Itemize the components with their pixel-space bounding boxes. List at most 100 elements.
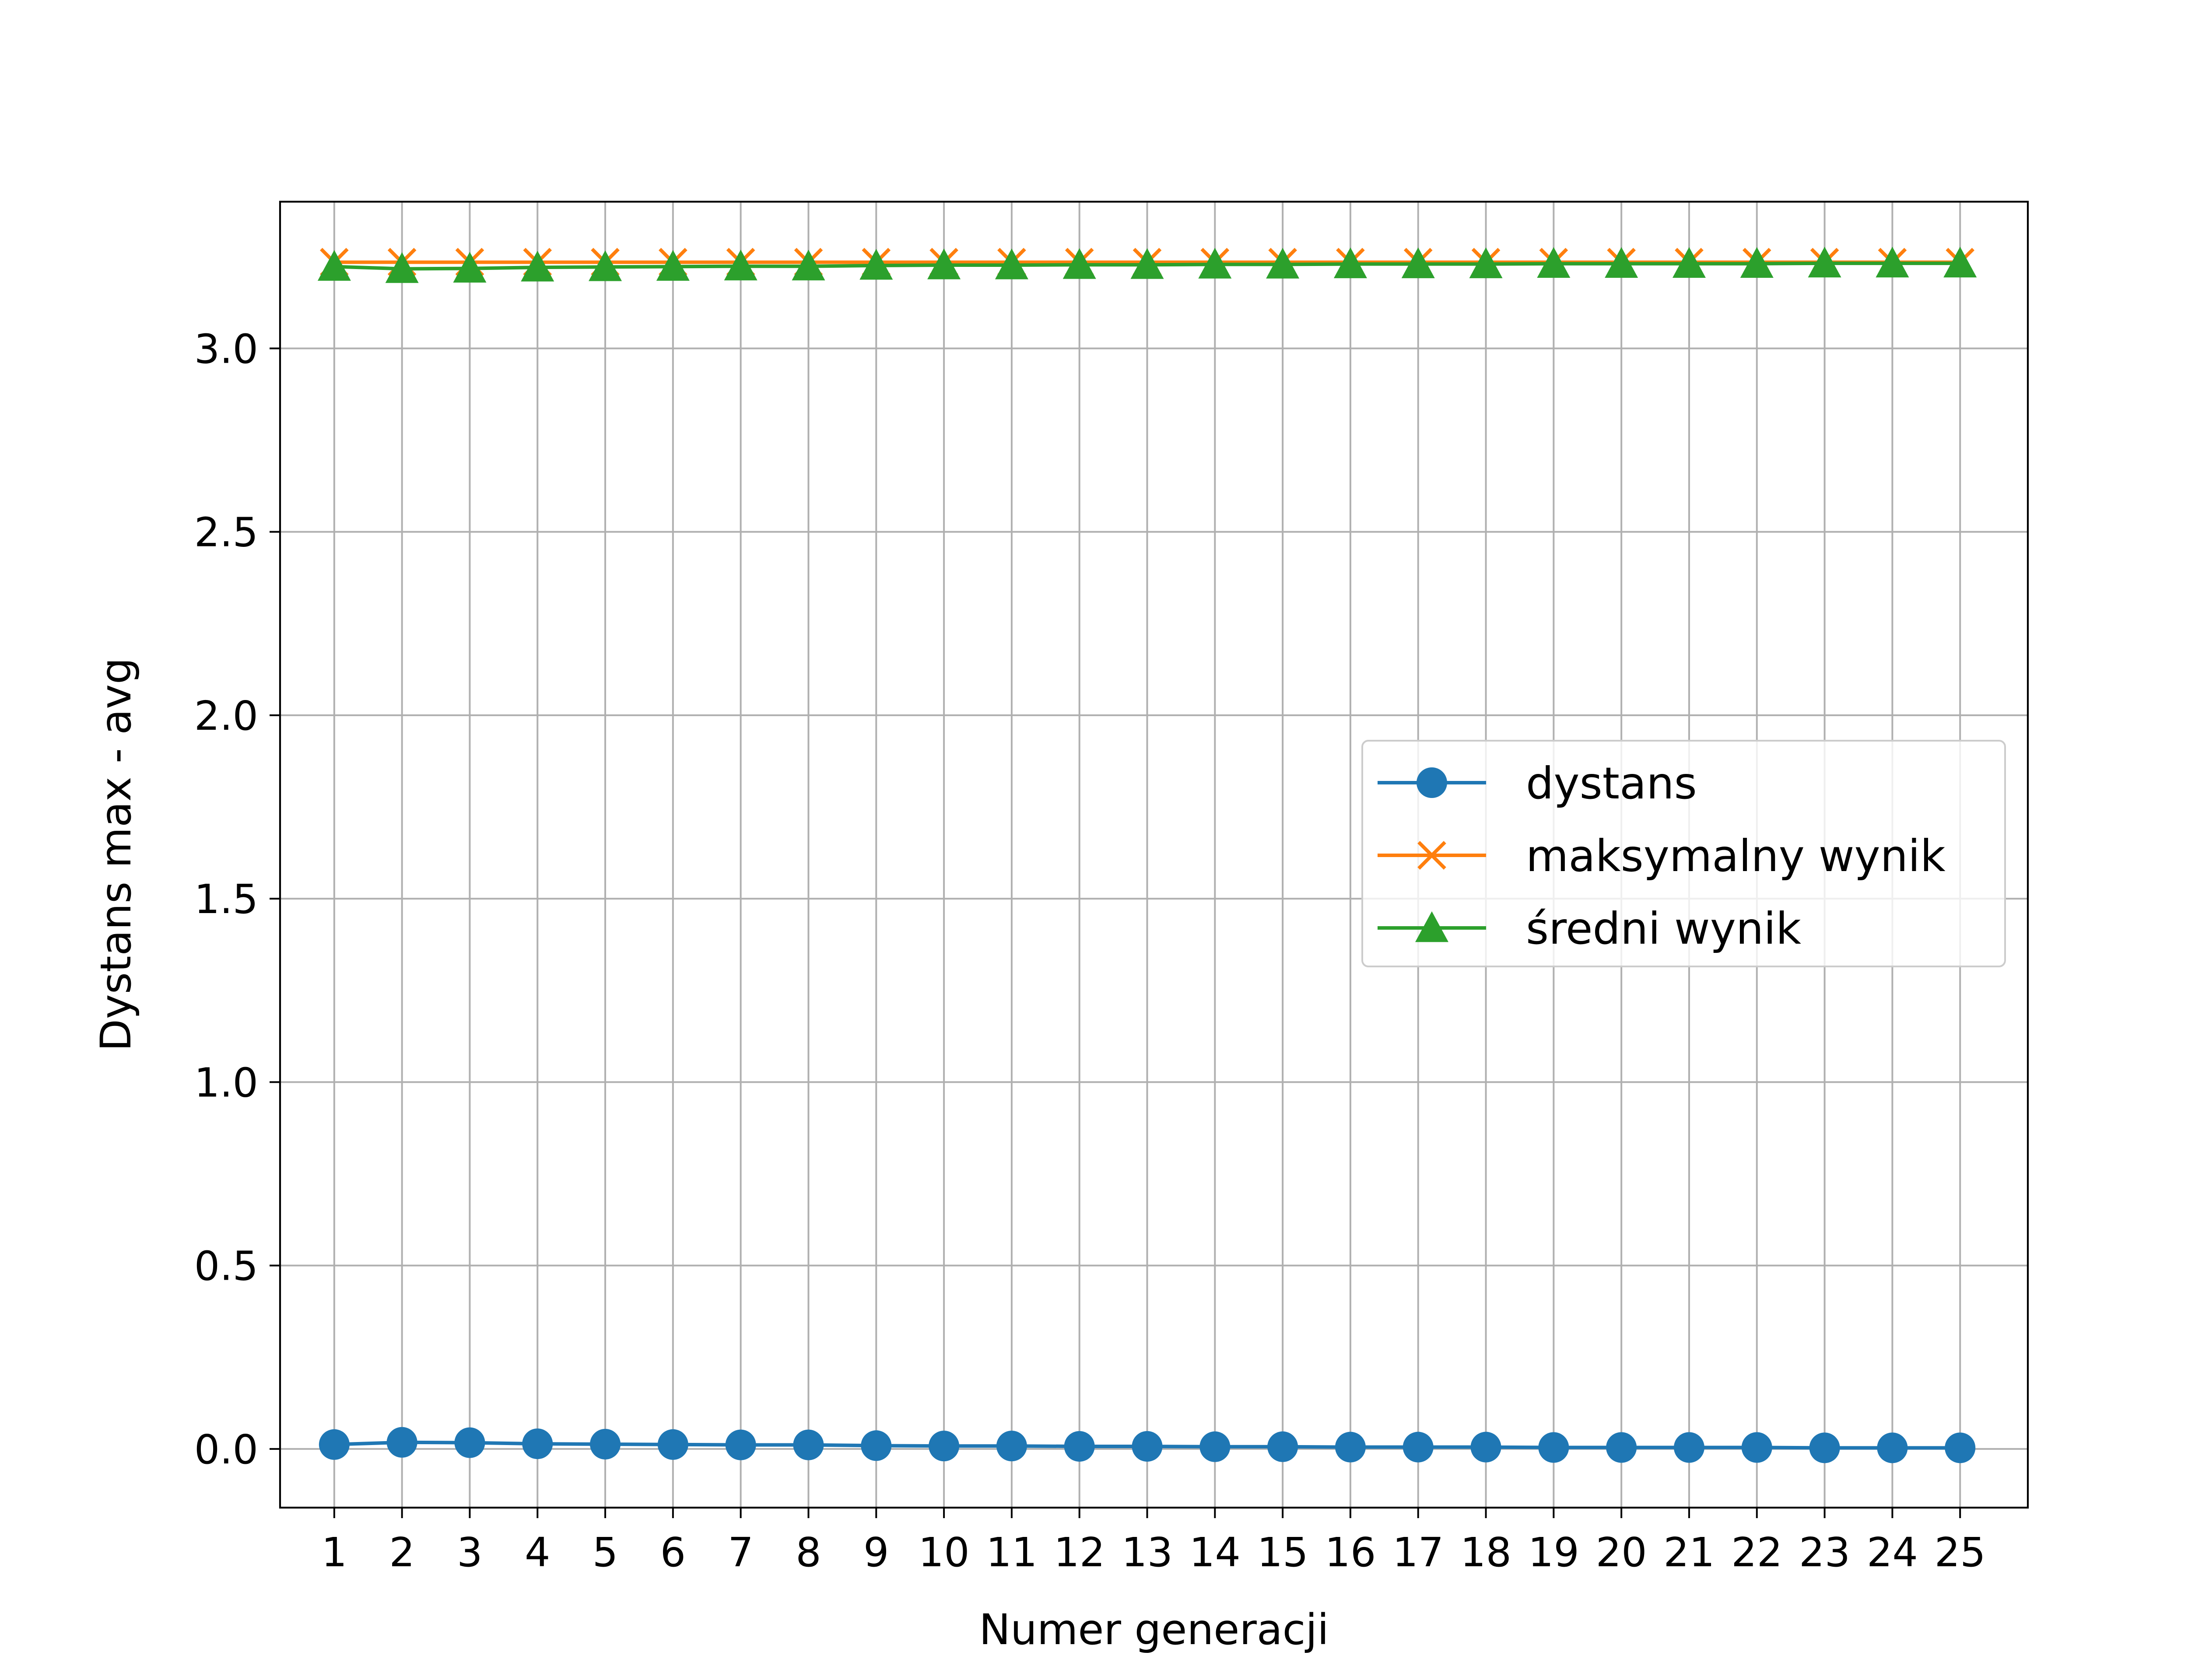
data-point xyxy=(725,1429,756,1460)
data-point xyxy=(1470,1432,1501,1463)
x-tick-label: 21 xyxy=(1663,1529,1715,1576)
data-point xyxy=(386,1427,417,1458)
data-point xyxy=(521,251,554,282)
legend-marker xyxy=(1415,911,1448,942)
data-point xyxy=(1266,248,1300,279)
legend: dystans maksymalny wynik średni wynik xyxy=(1361,740,2006,967)
data-point xyxy=(1672,247,1706,278)
x-tick-label: 11 xyxy=(986,1529,1037,1576)
data-point xyxy=(1876,246,1909,278)
x-tick-label: 4 xyxy=(525,1529,551,1576)
data-point xyxy=(792,249,825,280)
data-point xyxy=(1741,1432,1772,1463)
data-point xyxy=(656,250,690,281)
data-point xyxy=(589,250,622,281)
x-tick-label: 1 xyxy=(322,1529,347,1576)
data-point xyxy=(1673,1432,1704,1463)
x-tick-label: 13 xyxy=(1122,1529,1173,1576)
x-tick-label: 8 xyxy=(796,1529,821,1576)
x-tick-label: 6 xyxy=(660,1529,686,1576)
data-point xyxy=(453,252,487,283)
data-point xyxy=(590,1428,621,1460)
data-point xyxy=(1130,248,1164,279)
y-tick-label: 1.5 xyxy=(194,876,258,923)
legend-item: dystans xyxy=(1378,758,1697,809)
series-1 xyxy=(319,1427,1976,1463)
data-point xyxy=(1401,247,1435,278)
data-point xyxy=(1132,1431,1163,1462)
legend-marker xyxy=(1417,841,1446,870)
data-point xyxy=(1606,1432,1637,1463)
data-point xyxy=(793,1429,824,1460)
data-point xyxy=(1943,246,1977,278)
x-tick-label: 12 xyxy=(1054,1529,1105,1576)
x-tick-label: 15 xyxy=(1257,1529,1308,1576)
data-point xyxy=(385,252,419,283)
data-point xyxy=(861,1430,892,1461)
x-tick-label: 24 xyxy=(1867,1529,1918,1576)
data-point xyxy=(996,1431,1027,1462)
data-point xyxy=(1064,1431,1095,1462)
y-tick-label: 2.0 xyxy=(194,693,258,739)
y-tick-label: 3.0 xyxy=(194,326,258,372)
data-point xyxy=(319,1429,350,1460)
y-tick-label: 1.0 xyxy=(194,1059,258,1106)
x-tick-label: 18 xyxy=(1460,1529,1511,1576)
data-point xyxy=(927,248,961,280)
x-tick-label: 16 xyxy=(1325,1529,1376,1576)
x-tick-label: 3 xyxy=(457,1529,483,1576)
plot-frame xyxy=(279,200,2029,1509)
legend-label: maksymalny wynik xyxy=(1526,830,1946,882)
legend-label: dystans xyxy=(1526,758,1697,809)
data-point xyxy=(929,1431,960,1462)
series-layer xyxy=(317,246,1977,1463)
y-tick-label: 0.0 xyxy=(194,1426,258,1473)
x-tick-label: 2 xyxy=(389,1529,415,1576)
data-point xyxy=(1740,247,1774,278)
x-tick-label: 9 xyxy=(863,1529,889,1576)
data-point xyxy=(1403,1432,1434,1463)
x-tick-label: 25 xyxy=(1935,1529,1986,1576)
data-point xyxy=(317,250,351,281)
data-point xyxy=(1537,247,1571,278)
x-tick-label: 17 xyxy=(1392,1529,1444,1576)
x-tick-label: 20 xyxy=(1596,1529,1647,1576)
series-3 xyxy=(317,246,1977,283)
data-point xyxy=(1808,246,1841,278)
x-tick-label: 10 xyxy=(919,1529,970,1576)
x-tick-label: 23 xyxy=(1799,1529,1850,1576)
legend-box xyxy=(1361,740,2006,967)
legend-item: maksymalny wynik xyxy=(1378,830,1946,882)
data-point xyxy=(1538,1432,1569,1463)
legend-item: średni wynik xyxy=(1378,903,1801,954)
data-point xyxy=(1062,248,1096,279)
x-tick-label: 5 xyxy=(593,1529,618,1576)
data-point xyxy=(454,1427,485,1458)
data-point xyxy=(1267,1431,1298,1462)
x-tick-label: 14 xyxy=(1189,1529,1241,1576)
data-point xyxy=(859,248,893,280)
data-point xyxy=(657,1429,688,1460)
data-point xyxy=(995,248,1028,280)
x-tick-label: 19 xyxy=(1528,1529,1579,1576)
y-tick-label: 0.5 xyxy=(194,1243,258,1290)
data-point xyxy=(1945,1432,1976,1463)
x-tick-label: 7 xyxy=(728,1529,754,1576)
data-point xyxy=(1335,1432,1366,1463)
data-point xyxy=(1877,1432,1908,1463)
data-point xyxy=(1809,1432,1840,1463)
data-point xyxy=(1333,247,1367,278)
y-tick-label: 2.5 xyxy=(194,509,258,556)
data-point xyxy=(724,249,757,280)
ticks: 1 2 3 4 5 6 7 8 9 10 11 12 13 14 15 16 17 18 19 20 21 22 23 24 2… xyxy=(194,326,1986,1576)
data-point xyxy=(1199,1431,1231,1462)
data-point xyxy=(1605,247,1638,278)
data-point xyxy=(1469,247,1503,278)
x-tick-label: 22 xyxy=(1731,1529,1782,1576)
legend-label: średni wynik xyxy=(1526,903,1801,954)
legend-marker xyxy=(1417,767,1447,798)
x-axis-label: Numer generacji xyxy=(979,1605,1329,1654)
data-point xyxy=(1198,248,1232,279)
data-point xyxy=(522,1428,553,1460)
